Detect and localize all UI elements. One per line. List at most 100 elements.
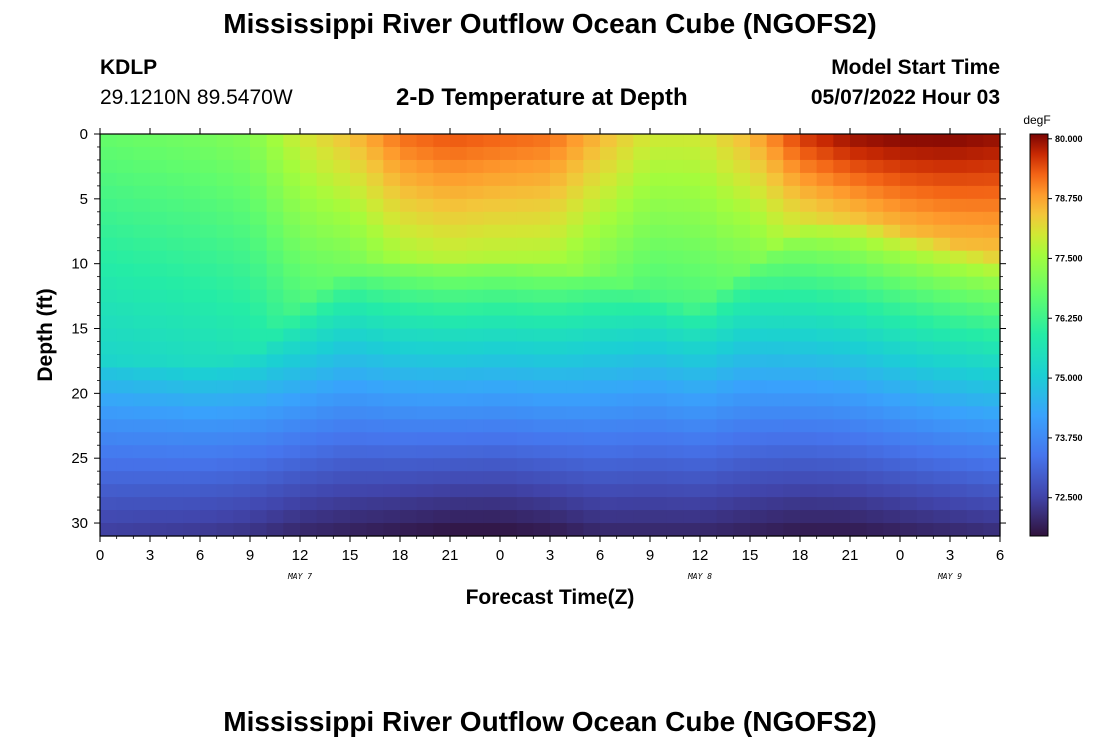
heatmap-cell (133, 172, 151, 187)
heatmap-cell (483, 419, 501, 433)
heatmap-cell (383, 380, 401, 394)
heatmap-cell (250, 276, 268, 291)
heatmap-cell (983, 159, 1001, 174)
heatmap-cell (900, 250, 918, 265)
heatmap-cell (416, 328, 434, 343)
heatmap-cell (216, 458, 234, 472)
heatmap-cell (916, 432, 934, 446)
heatmap-cell (950, 510, 968, 524)
heatmap-cell (650, 134, 668, 148)
heatmap-cell (250, 432, 268, 446)
heatmap-cell (550, 510, 568, 524)
heatmap-cell (283, 380, 301, 394)
heatmap-cell (150, 367, 168, 381)
heatmap-cell (866, 341, 884, 356)
heatmap-cell (816, 445, 834, 459)
heatmap-cell (183, 224, 201, 239)
heatmap-cell (816, 134, 834, 148)
heatmap-cell (333, 497, 351, 511)
heatmap-cell (600, 263, 618, 278)
heatmap-cell (450, 341, 468, 356)
heatmap-cell (533, 393, 551, 407)
heatmap-cell (283, 276, 301, 291)
heatmap-cell (683, 484, 701, 498)
heatmap-cell (150, 354, 168, 369)
heatmap-cell (900, 315, 918, 330)
heatmap-cell (200, 315, 218, 330)
heatmap-cell (650, 250, 668, 265)
heatmap-cell (550, 224, 568, 239)
heatmap-cell (383, 510, 401, 524)
heatmap-cell (216, 185, 234, 200)
heatmap-cell (583, 289, 601, 304)
heatmap-cell (716, 250, 734, 265)
heatmap-cell (866, 354, 884, 369)
heatmap-cell (966, 471, 984, 485)
heatmap-cell (366, 445, 384, 459)
heatmap-cell (500, 159, 518, 174)
heatmap-cell (150, 159, 168, 174)
heatmap-cell (233, 471, 251, 485)
heatmap-cell (183, 432, 201, 446)
heatmap-cell (483, 237, 501, 252)
heatmap-cell (483, 484, 501, 498)
heatmap-cell (116, 471, 134, 485)
heatmap-cell (200, 289, 218, 304)
heatmap-cell (500, 146, 518, 161)
heatmap-cell (400, 406, 418, 420)
heatmap-cell (916, 146, 934, 161)
heatmap-cell (633, 458, 651, 472)
heatmap-cell (716, 419, 734, 433)
heatmap-cell (966, 237, 984, 252)
heatmap-cell (700, 302, 718, 317)
heatmap-cell (166, 458, 184, 472)
heatmap-cell (416, 134, 434, 148)
heatmap-cell (150, 276, 168, 291)
heatmap-cell (716, 510, 734, 524)
heatmap-cell (533, 419, 551, 433)
heatmap-cell (900, 289, 918, 304)
heatmap-cell (433, 341, 451, 356)
heatmap-cell (133, 159, 151, 174)
heatmap-cell (150, 419, 168, 433)
heatmap-cell (600, 341, 618, 356)
y-tick-label: 15 (71, 321, 88, 338)
heatmap-cell (266, 289, 284, 304)
heatmap-cell (883, 146, 901, 161)
heatmap-cell (266, 445, 284, 459)
heatmap-cell (666, 198, 684, 213)
heatmap-cell (400, 250, 418, 265)
heatmap-cell (300, 341, 318, 356)
heatmap-cell (116, 185, 134, 200)
heatmap-cell (950, 484, 968, 498)
heatmap-cell (616, 354, 634, 369)
heatmap-cell (866, 134, 884, 148)
heatmap-cell (500, 172, 518, 187)
heatmap-cell (366, 510, 384, 524)
heatmap-cell (766, 484, 784, 498)
heatmap-cell (333, 380, 351, 394)
colorbar-unit: degF (1023, 113, 1050, 127)
heatmap-cell (716, 432, 734, 446)
heatmap-cell (916, 380, 934, 394)
heatmap-cell (516, 406, 534, 420)
y-tick-label: 5 (80, 191, 88, 208)
heatmap-cell (633, 263, 651, 278)
heatmap-cell (750, 432, 768, 446)
heatmap-cell (850, 146, 868, 161)
heatmap-cell (283, 172, 301, 187)
y-tick-label: 10 (71, 256, 88, 273)
heatmap-cell (316, 315, 334, 330)
heatmap-cell (150, 263, 168, 278)
heatmap-cell (666, 211, 684, 226)
heatmap-cell (650, 354, 668, 369)
heatmap-cell (683, 497, 701, 511)
heatmap-cell (200, 380, 218, 394)
heatmap-cell (916, 263, 934, 278)
heatmap-cell (900, 497, 918, 511)
heatmap-cell (483, 134, 501, 148)
heatmap-cell (750, 484, 768, 498)
heatmap-cell (100, 328, 118, 343)
heatmap-cell (616, 445, 634, 459)
heatmap-cell (466, 328, 484, 343)
